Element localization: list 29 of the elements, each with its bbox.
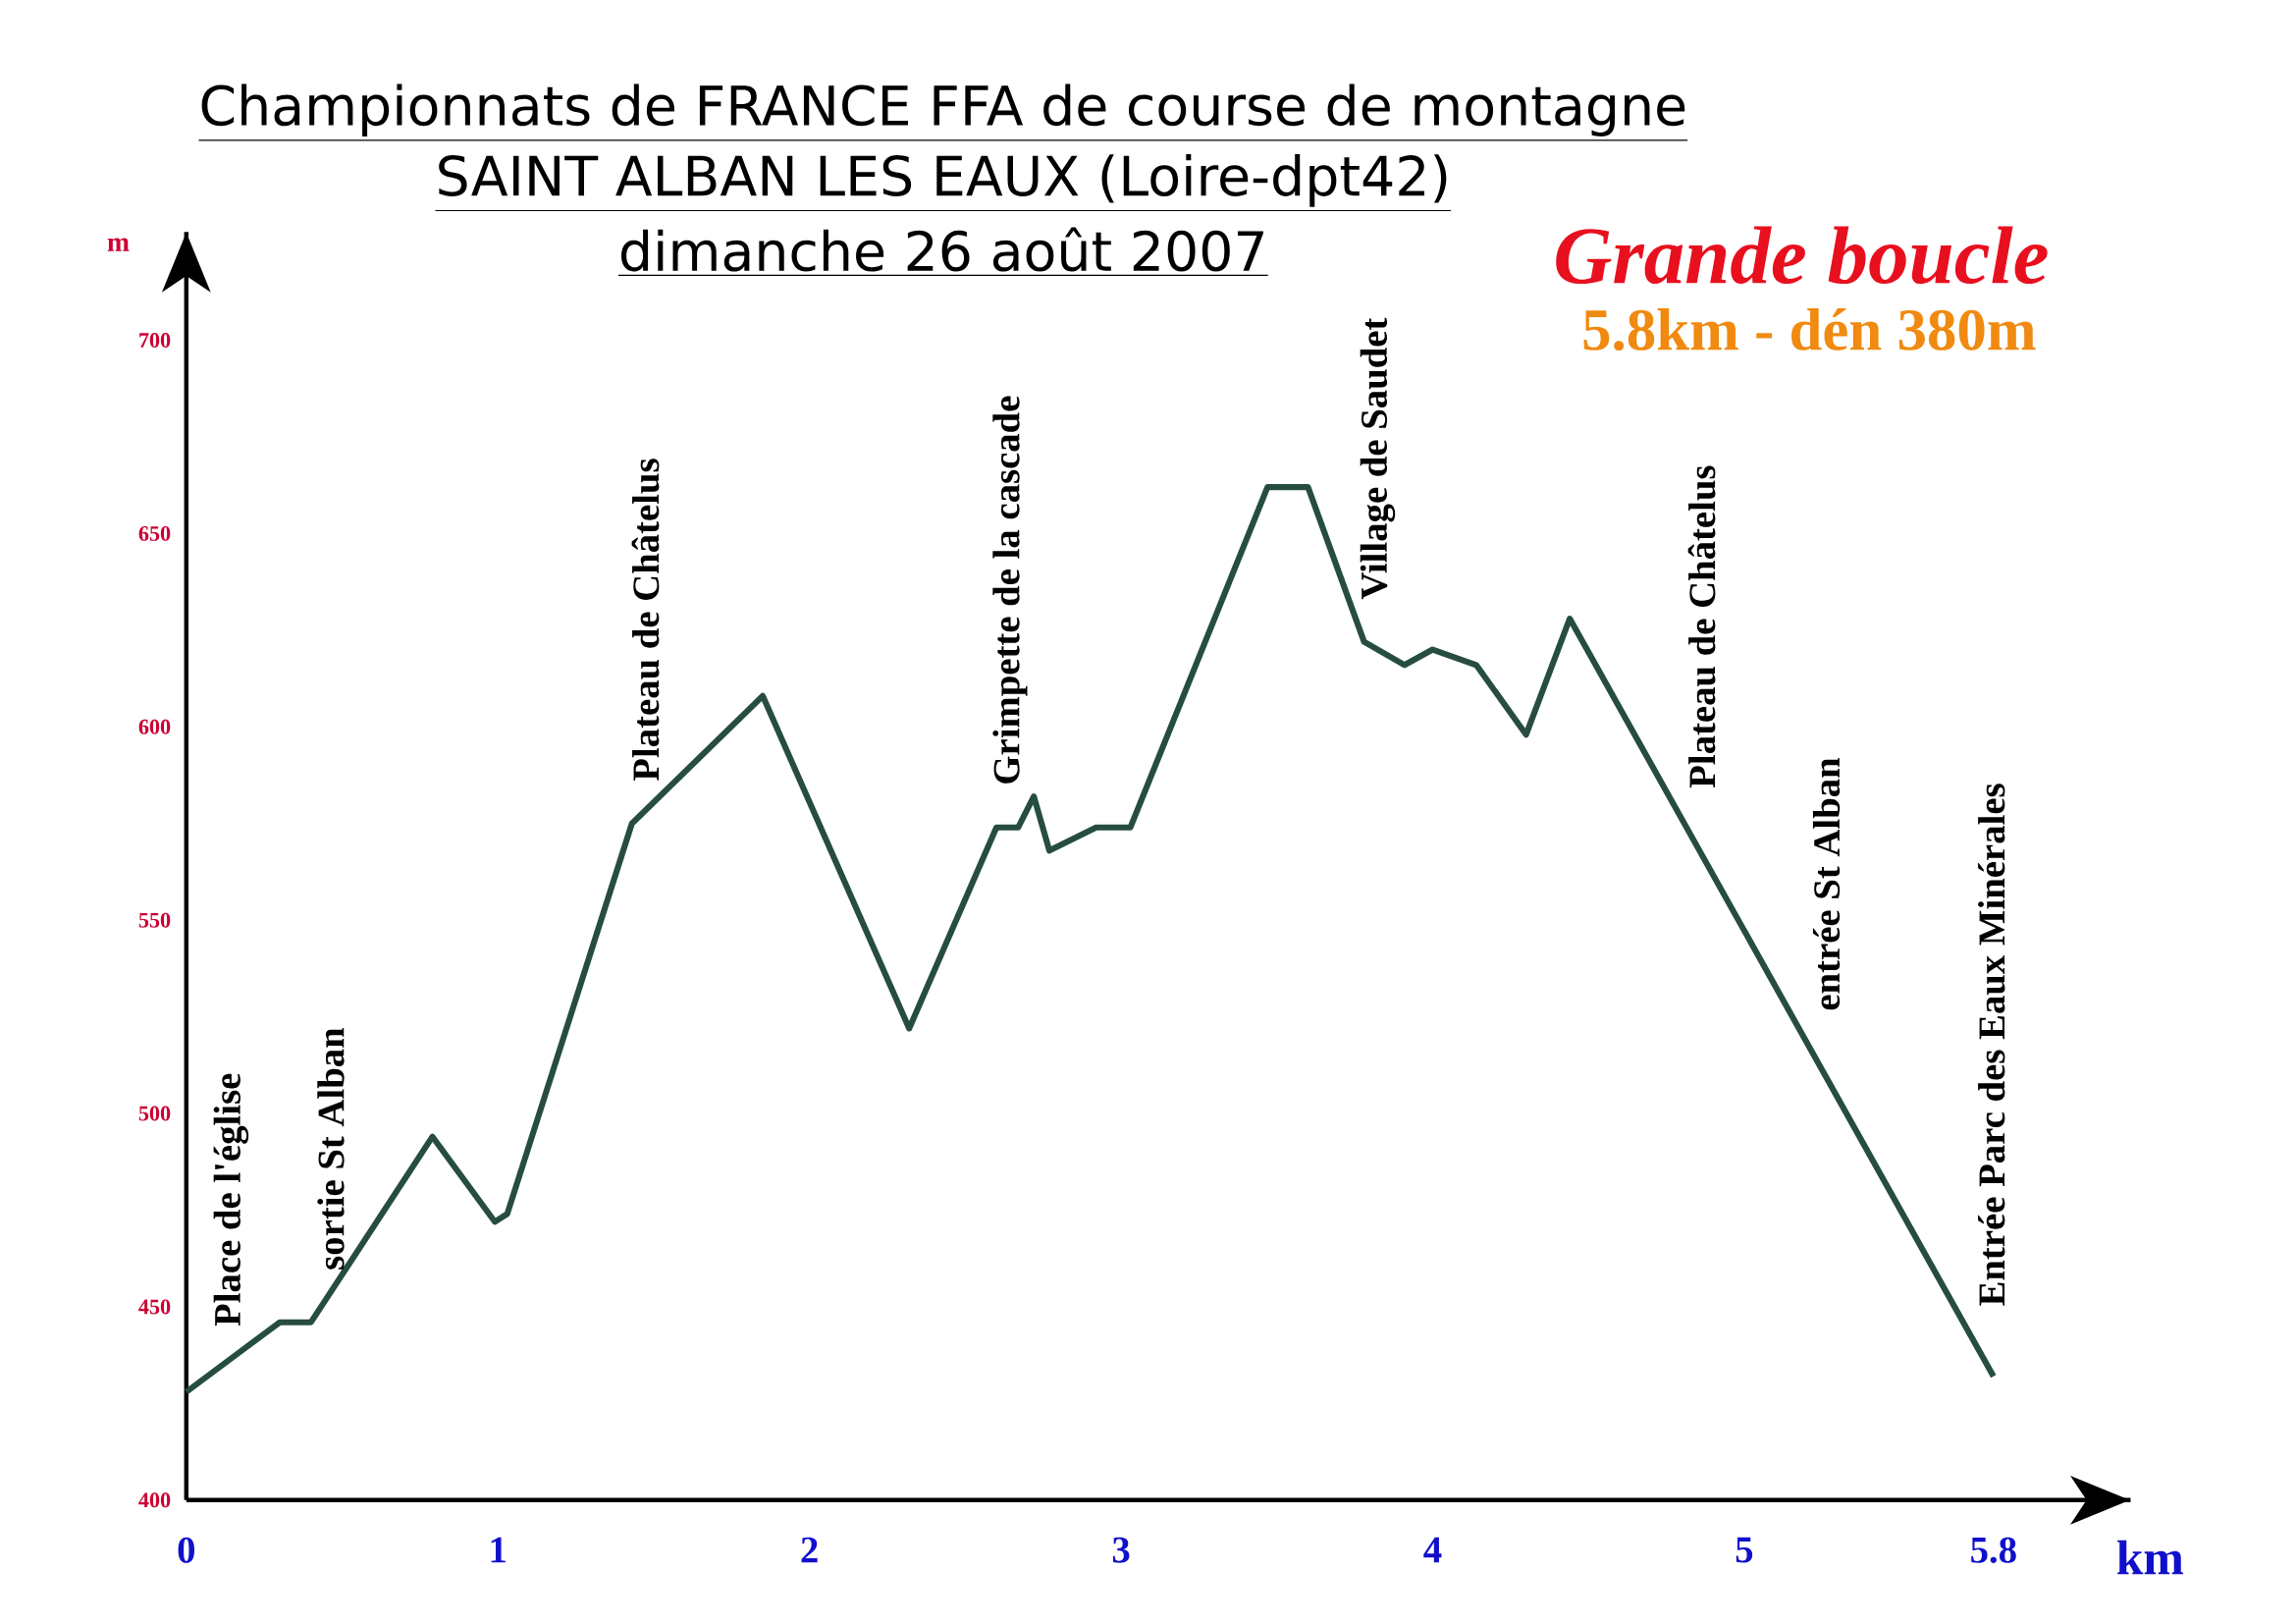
x-tick-label: 5.8 bbox=[1971, 1537, 2016, 1564]
x-tick-label: 4 bbox=[1423, 1537, 1442, 1563]
y-tick-label: 600 bbox=[138, 719, 171, 734]
annotation: entrée St Alban bbox=[1812, 758, 1841, 1010]
annotation: Plateau de Châtelus bbox=[631, 459, 660, 782]
y-tick-label: 700 bbox=[139, 333, 171, 349]
chart-title: Championnats de FRANCE FFA de course de montagne bbox=[201, 83, 1685, 137]
annotation: Grande boucle bbox=[1556, 226, 2048, 285]
x-tick-label: 0 bbox=[178, 1537, 194, 1563]
x-tick-label: 3 bbox=[1112, 1537, 1130, 1563]
x-tick-label: 1 bbox=[491, 1537, 506, 1563]
x-axis-title: km bbox=[2116, 1540, 2184, 1575]
x-tick-label: 2 bbox=[801, 1537, 818, 1563]
chart-subtitle: SAINT ALBAN LES EAUX (Loire-dpt42) bbox=[439, 154, 1447, 207]
annotation: Plateau de Châtelus bbox=[1687, 465, 1716, 788]
y-tick-label: 450 bbox=[138, 1299, 171, 1315]
annotation: Entrée Parc des Eaux Minérales bbox=[1978, 784, 2005, 1306]
annotation: dimanche 26 août 2007 bbox=[620, 227, 1263, 272]
annotation: Place de l'église bbox=[213, 1073, 249, 1326]
annotation: 5.8km - dén 380m bbox=[1583, 307, 2036, 352]
x-tick-label: 5 bbox=[1735, 1537, 1753, 1563]
y-tick-label: 650 bbox=[138, 526, 171, 541]
annotation: sortie St Alban bbox=[317, 1027, 345, 1270]
annotation: Grimpette de la cascade bbox=[992, 396, 1028, 784]
y-axis-title: m bbox=[107, 238, 130, 251]
y-tick-label: 550 bbox=[138, 912, 171, 928]
annotation: Village de Saudet bbox=[1360, 317, 1396, 600]
y-tick-label: 500 bbox=[138, 1106, 171, 1121]
y-tick-label: 400 bbox=[138, 1492, 171, 1508]
